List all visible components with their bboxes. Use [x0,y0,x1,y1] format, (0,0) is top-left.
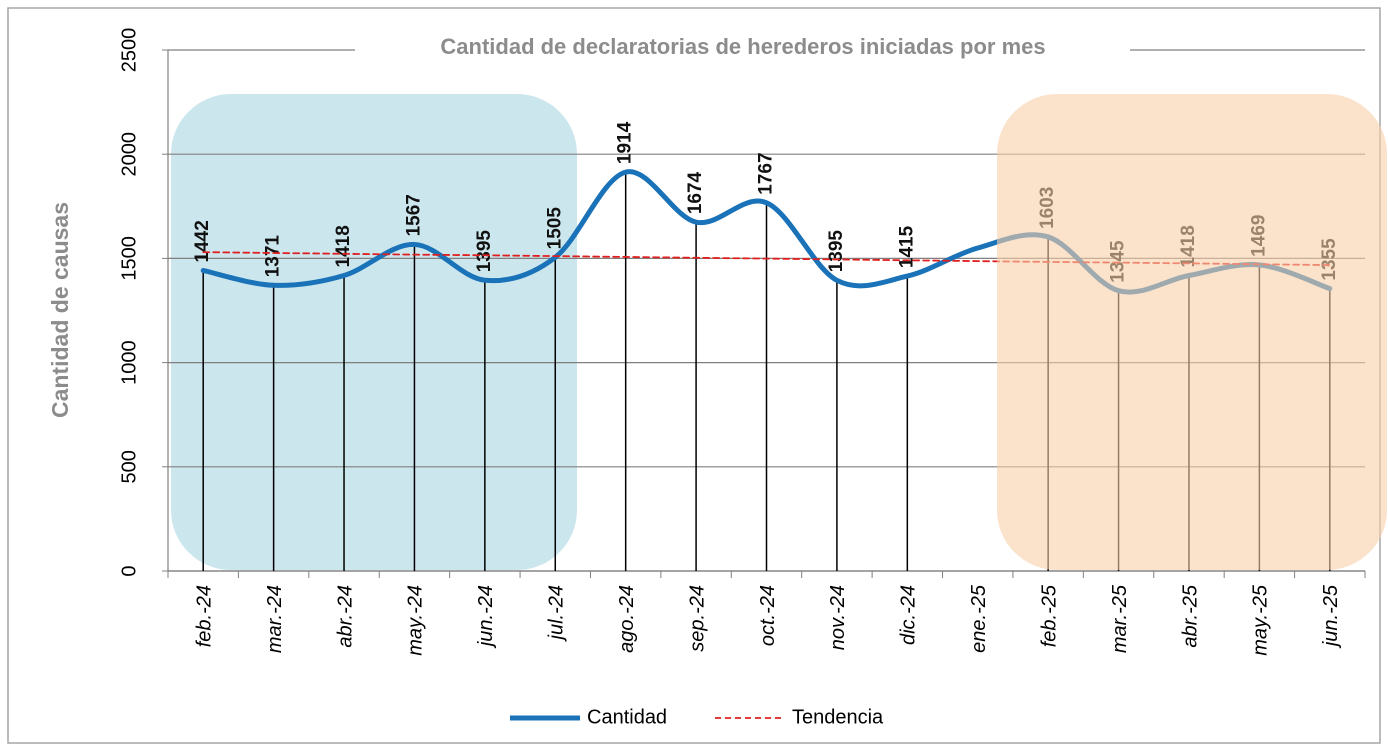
data-label: 1395 [826,230,847,273]
data-label: 1914 [615,121,636,164]
x-tick-label: may.-24 [405,585,427,656]
x-tick-label: may.-25 [1250,584,1272,656]
x-tick-label: feb.-24 [193,585,215,647]
x-tick-label: dic.-24 [898,585,920,645]
legend-label: Tendencia [792,706,884,728]
data-label: 1567 [403,194,424,236]
y-tick-label: 2500 [118,28,140,73]
data-label: 1418 [333,225,354,267]
x-tick-label: nov.-24 [827,585,849,650]
x-tick-label: jul.-24 [546,585,568,642]
y-tick-label: 0 [118,565,140,576]
data-label: 1767 [756,152,777,194]
data-label: 1371 [263,235,284,278]
data-label: 1505 [544,207,565,250]
data-label: 1442 [192,220,213,262]
y-axis-label: Cantidad de causas [47,202,73,418]
x-tick-label: mar.-25 [1109,584,1131,653]
chart-title: Cantidad de declaratorias de herederos i… [440,34,1045,59]
x-tick-label: ene.-25 [968,584,990,653]
x-tick-label: mar.-24 [264,585,286,653]
legend-label: Cantidad [587,706,667,728]
x-tick-label: ago.-24 [616,585,638,653]
x-tick-label: oct.-24 [757,585,779,646]
data-label: 1415 [896,225,917,268]
highlight-region [997,94,1387,570]
trend-line [202,251,1331,266]
y-tick-label: 500 [118,450,140,483]
x-tick-label: jun.-24 [475,585,497,649]
title-background [355,33,1130,63]
data-label: 1395 [474,230,495,273]
y-tick-label: 1000 [118,340,140,385]
y-tick-label: 2000 [118,132,140,177]
highlight-region [171,94,577,570]
data-label: 1674 [685,171,706,214]
x-tick-label: sep.-24 [686,585,708,652]
x-tick-label: abr.-25 [1179,584,1201,648]
x-tick-label: jun.-25 [1320,584,1342,649]
x-tick-label: abr.-24 [334,585,356,648]
y-tick-label: 1500 [118,236,140,281]
x-tick-label: feb.-25 [1038,584,1060,647]
